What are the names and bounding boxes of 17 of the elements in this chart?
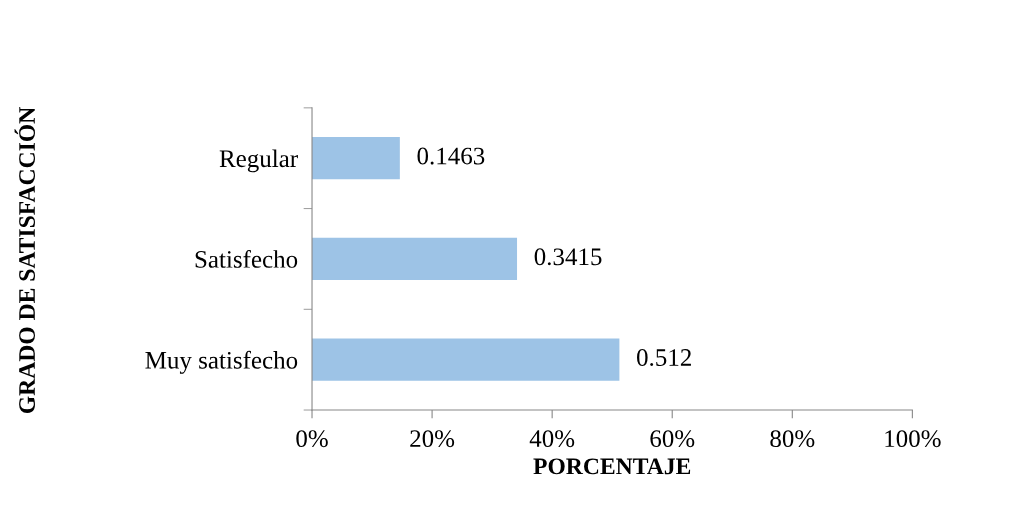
x-tick-label: 80% [770, 430, 815, 448]
y-tick-label: Satisfecho [195, 250, 298, 268]
x-tick-label: 40% [529, 430, 575, 448]
y-axis-title: GRADO DE SATISFACCIÓN [14, 107, 35, 414]
data-label: 0.3415 [534, 248, 602, 266]
y-tick-label: Muy satisfecho [145, 350, 298, 374]
data-label: 0.512 [637, 349, 691, 367]
x-tick-label: 60% [650, 430, 695, 448]
data-label: 0.1463 [417, 147, 485, 165]
x-tick-label: 0% [296, 430, 328, 448]
y-tick-label: Regular [219, 149, 298, 173]
bar [312, 137, 400, 180]
x-axis-title: PORCENTAJE [533, 458, 691, 475]
bar [312, 338, 620, 381]
bar [312, 237, 518, 281]
x-tick-label: 20% [410, 430, 455, 448]
x-tick-label: 100% [885, 430, 941, 448]
